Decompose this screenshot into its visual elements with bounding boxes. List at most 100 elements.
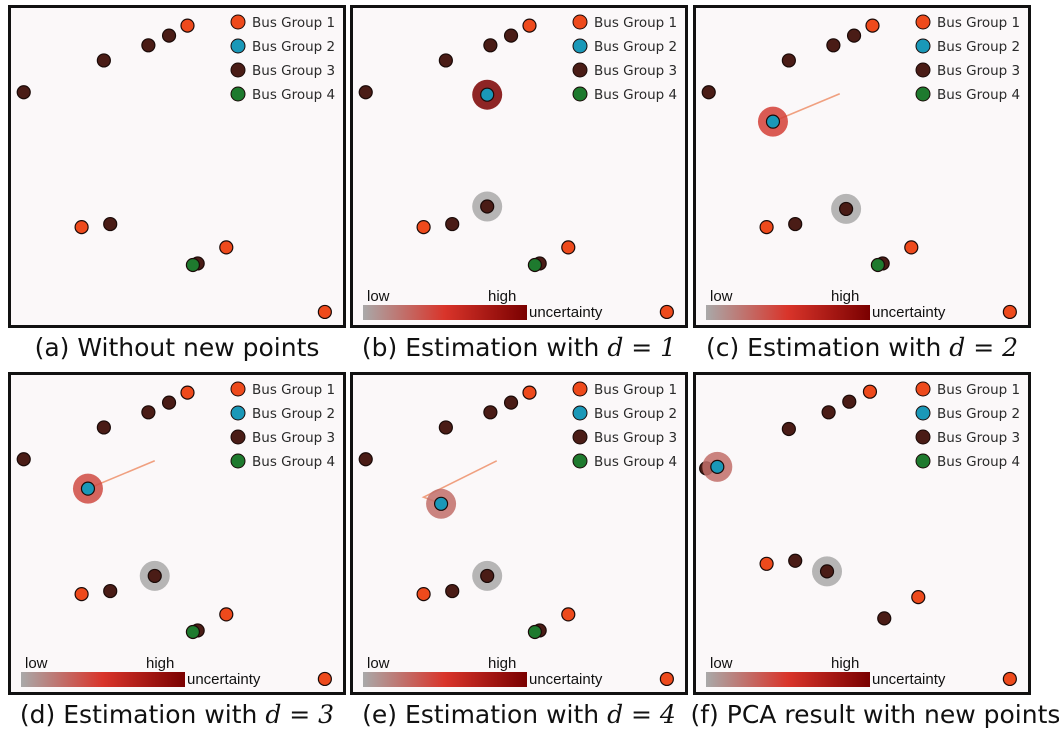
- data-point-bus-group-3: [103, 216, 118, 232]
- caption-text: (c) Estimation with: [705, 333, 950, 362]
- data-point-bus-group-3: [438, 53, 453, 68]
- legend-entry-bus-group-3: Bus Group 3: [230, 429, 335, 446]
- legend-label: Bus Group 4: [937, 454, 1020, 470]
- colorbar-low-label: low: [710, 288, 733, 305]
- legend-label: Bus Group 2: [594, 39, 677, 55]
- colorbar-gradient: [21, 672, 185, 687]
- data-point-bus-group-1: [904, 240, 919, 255]
- legend-label: Bus Group 3: [937, 430, 1020, 446]
- data-point-bus-group-1: [561, 240, 576, 255]
- data-point-bus-group-1: [522, 18, 537, 33]
- colorbar-low-label: low: [367, 655, 390, 672]
- colorbar-high-label: high: [831, 288, 859, 305]
- legend-label: Bus Group 1: [937, 15, 1020, 31]
- data-point-bus-group-1: [522, 385, 537, 400]
- data-point-bus-group-3: [781, 53, 796, 68]
- caption-text: (f) PCA result with new points: [690, 700, 1059, 729]
- estimated-point-bus-group-3: [819, 564, 835, 579]
- data-point-bus-group-4: [185, 257, 200, 273]
- data-point-bus-group-3: [781, 421, 796, 437]
- colorbar-high-label: high: [488, 655, 516, 672]
- caption-text: (a) Without new points: [34, 333, 320, 362]
- panel-caption: (d) Estimation with d = 3: [6, 699, 349, 731]
- data-point-bus-group-3: [503, 28, 519, 43]
- data-point-bus-group-1: [911, 590, 926, 605]
- panel-caption: (f) PCA result with new points: [691, 699, 1059, 731]
- legend-label: Bus Group 1: [594, 15, 677, 31]
- legend-marker: [915, 429, 931, 445]
- scatter-panel-3: Bus Group 1 Bus Group 2 Bus Group 3 Bus Gro…: [693, 5, 1031, 328]
- estimated-point-bus-group-3: [839, 201, 854, 217]
- data-point-bus-group-3: [141, 405, 156, 420]
- estimated-point-bus-group-2: [710, 459, 725, 474]
- colorbar-high-label: high: [831, 655, 859, 672]
- legend-label: Bus Group 2: [594, 406, 677, 422]
- data-point-bus-group-1: [317, 671, 332, 687]
- legend-entry-bus-group-4: Bus Group 4: [915, 453, 1020, 470]
- data-point-bus-group-3: [788, 553, 803, 568]
- legend-entry-bus-group-1: Bus Group 1: [915, 14, 1020, 31]
- scatter-plot: Bus Group 1 Bus Group 2 Bus Group 3 Bus Gro…: [8, 5, 346, 328]
- estimated-point-bus-group-2: [765, 114, 781, 129]
- colorbar-high-label: high: [488, 288, 516, 305]
- legend-entry-bus-group-2: Bus Group 2: [230, 405, 335, 422]
- legend-entry-bus-group-2: Bus Group 2: [572, 405, 677, 422]
- legend-label: Bus Group 1: [937, 382, 1020, 398]
- legend-marker: [915, 381, 931, 397]
- estimated-point-bus-group-3: [480, 199, 495, 214]
- data-point-bus-group-3: [16, 452, 31, 467]
- legend-marker: [572, 14, 588, 30]
- legend-entry-bus-group-2: Bus Group 2: [572, 38, 677, 55]
- plot-frame: [693, 5, 1031, 328]
- legend-label: Bus Group 3: [594, 430, 677, 446]
- legend-marker: [572, 38, 588, 54]
- legend-marker: [230, 14, 246, 30]
- caption-text: (e) Estimation with: [362, 700, 608, 729]
- data-point-bus-group-1: [180, 18, 195, 33]
- legend-label: Bus Group 3: [594, 63, 677, 79]
- data-point-bus-group-1: [219, 607, 234, 622]
- colorbar-title: uncertainty: [187, 671, 261, 688]
- panel-caption: (a) Without new points: [6, 332, 349, 364]
- caption-math: d = 1: [607, 333, 677, 362]
- data-point-bus-group-1: [1002, 304, 1017, 320]
- legend-marker: [572, 453, 588, 469]
- data-point-bus-group-1: [865, 18, 880, 33]
- estimated-point-bus-group-3: [147, 568, 162, 584]
- estimated-point-bus-group-2: [433, 496, 449, 511]
- legend-marker: [915, 405, 931, 421]
- colorbar-gradient: [706, 672, 870, 687]
- estimated-point-bus-group-3: [480, 568, 495, 584]
- legend-label: Bus Group 4: [252, 454, 335, 470]
- legend-label: Bus Group 3: [937, 63, 1020, 79]
- data-point-bus-group-1: [219, 240, 234, 255]
- uncertainty-colorbar: low high uncertainty: [706, 655, 946, 688]
- legend-entry-bus-group-2: Bus Group 2: [230, 38, 335, 55]
- legend-label: Bus Group 1: [252, 382, 335, 398]
- colorbar-gradient: [363, 305, 527, 320]
- legend-label: Bus Group 4: [252, 87, 335, 103]
- data-point-bus-group-3: [445, 216, 460, 232]
- plot-frame: [350, 372, 688, 695]
- legend-entry-bus-group-1: Bus Group 1: [915, 381, 1020, 398]
- data-point-bus-group-3: [438, 420, 453, 435]
- data-point-bus-group-3: [358, 85, 373, 100]
- legend-marker: [230, 405, 246, 421]
- data-point-bus-group-3: [788, 216, 803, 232]
- legend-entry-bus-group-2: Bus Group 2: [915, 38, 1020, 55]
- colorbar-title: uncertainty: [872, 671, 946, 688]
- data-point-bus-group-3: [846, 28, 862, 43]
- colorbar-title: uncertainty: [529, 304, 603, 321]
- plot-frame: [8, 5, 346, 328]
- legend-entry-bus-group-4: Bus Group 4: [572, 453, 677, 470]
- legend-label: Bus Group 3: [252, 430, 335, 446]
- legend-entry-bus-group-3: Bus Group 3: [915, 62, 1020, 79]
- data-point-bus-group-1: [561, 607, 576, 622]
- panel-caption: (b) Estimation with d = 1: [348, 332, 691, 364]
- data-point-bus-group-1: [1002, 671, 1017, 687]
- uncertainty-colorbar: low high uncertainty: [21, 655, 261, 688]
- legend-entry-bus-group-2: Bus Group 2: [915, 405, 1020, 422]
- legend-marker: [230, 453, 246, 469]
- plot-frame: [350, 5, 688, 328]
- legend-entry-bus-group-1: Bus Group 1: [572, 381, 677, 398]
